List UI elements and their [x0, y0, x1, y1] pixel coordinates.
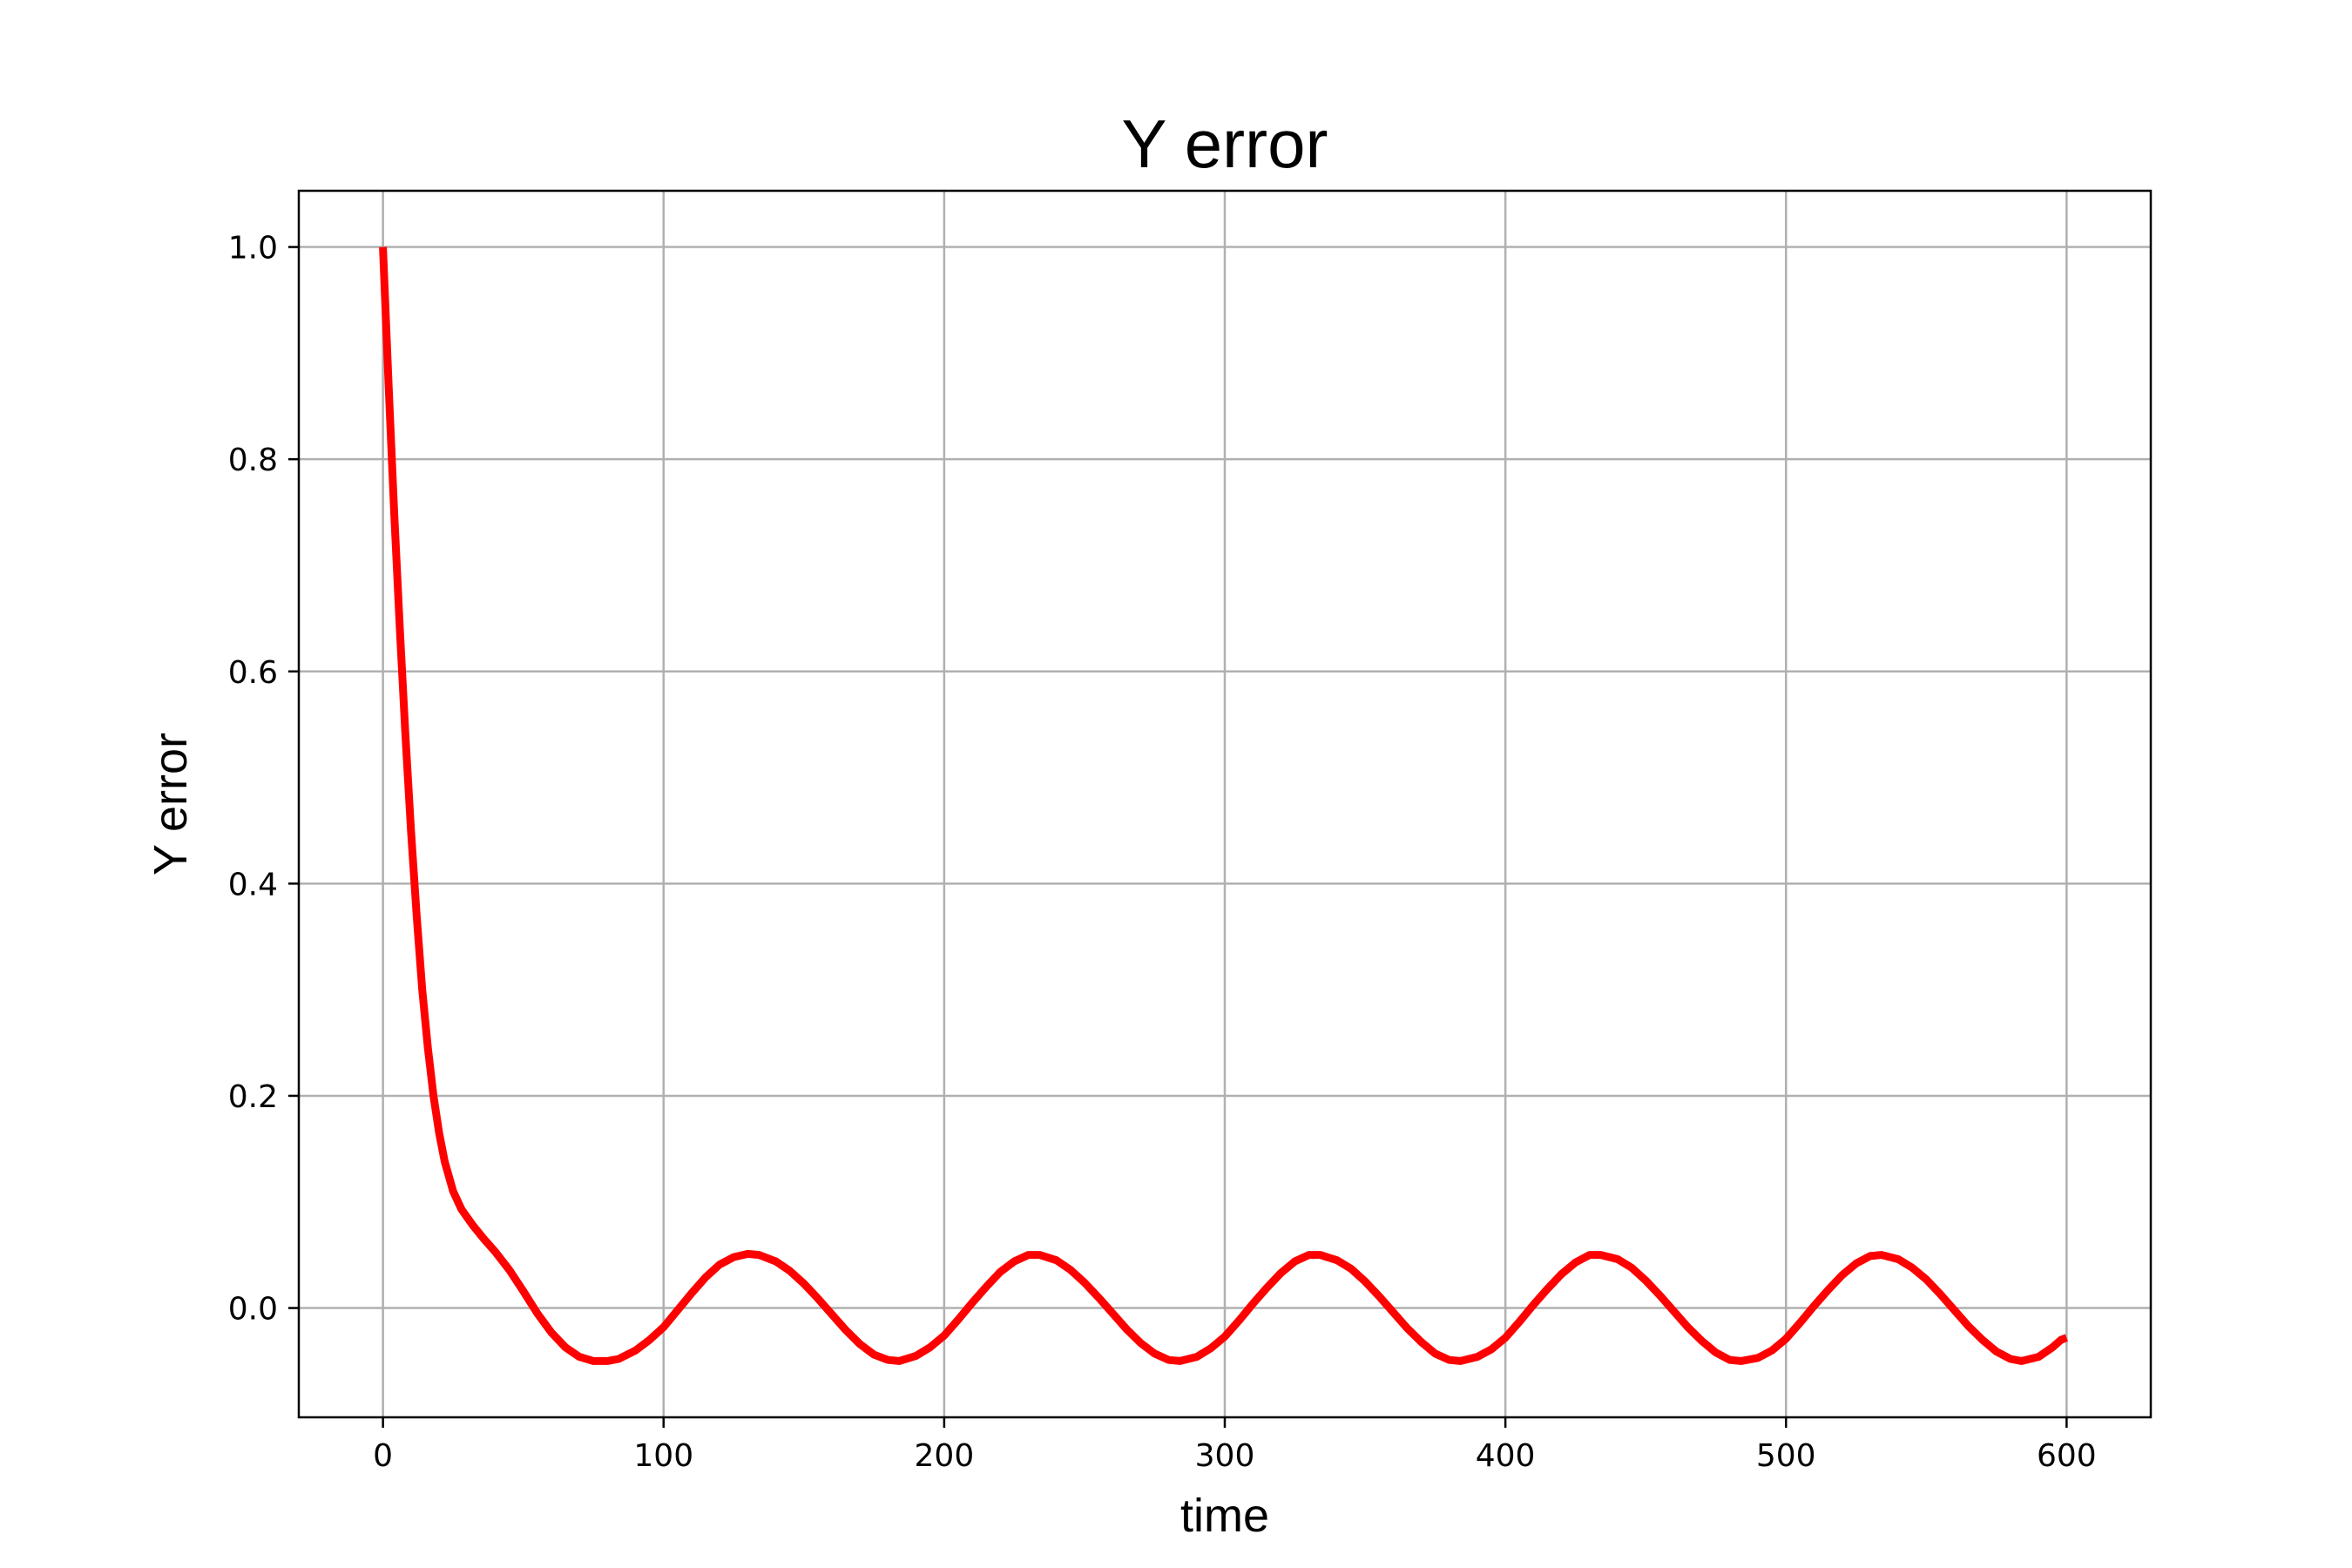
x-tick-label: 0 — [373, 1438, 393, 1474]
series-line-0 — [379, 247, 2068, 1365]
y-tick-label: 0.2 — [228, 1079, 278, 1115]
grid — [299, 191, 2151, 1417]
ticks: 0 100 200 300 400 500 600 0.0 0.2 0.4 0.6 0.8 1.0 — [228, 231, 2097, 1474]
x-tick-label: 300 — [1195, 1438, 1255, 1474]
y-tick-label: 0.0 — [228, 1292, 278, 1328]
y-tick-label: 1.0 — [228, 231, 278, 267]
y-tick-label: 0.4 — [228, 867, 278, 902]
x-axis-label: time — [1180, 1490, 1269, 1542]
y-tick-label: 0.8 — [228, 443, 278, 478]
chart-title: Y error — [1122, 105, 1328, 182]
x-tick-label: 400 — [1476, 1438, 1536, 1474]
x-tick-label: 200 — [915, 1438, 975, 1474]
x-tick-label: 500 — [1756, 1438, 1816, 1474]
series-layer — [379, 247, 2068, 1365]
y-tick-label: 0.6 — [228, 655, 278, 691]
x-tick-label: 100 — [633, 1438, 693, 1474]
y-axis-label: Y error — [145, 733, 197, 875]
x-tick-label: 600 — [2037, 1438, 2097, 1474]
